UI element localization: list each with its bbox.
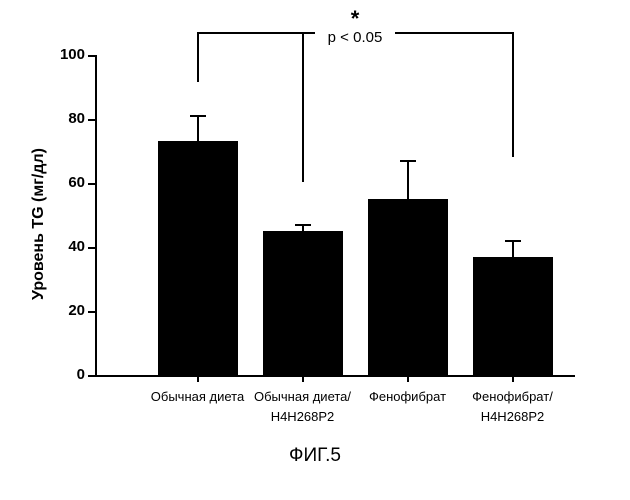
sig-bracket-v-right	[512, 32, 514, 157]
y-tick-label: 20	[47, 302, 85, 319]
y-tick-label: 0	[47, 366, 85, 383]
y-tick-label: 80	[47, 110, 85, 127]
x-tick	[512, 375, 514, 382]
y-tick	[88, 183, 95, 185]
x-label-line2: H4H268P2	[453, 409, 573, 425]
y-axis	[95, 55, 97, 375]
sig-bracket-v-left	[197, 32, 199, 82]
error-bar	[407, 161, 409, 199]
error-cap	[400, 160, 416, 162]
y-tick	[88, 247, 95, 249]
x-label-line1: Фенофибрат	[348, 389, 468, 405]
x-label-line1: Обычная диета	[138, 389, 258, 405]
error-cap	[505, 240, 521, 242]
y-axis-label: Уровень TG (мг/дл)	[30, 148, 48, 300]
error-cap	[295, 224, 311, 226]
y-tick-label: 60	[47, 174, 85, 191]
bar	[158, 141, 238, 375]
x-tick	[407, 375, 409, 382]
figure-caption: ФИГ.5	[0, 445, 630, 467]
x-tick	[197, 375, 199, 382]
bar	[473, 257, 553, 375]
error-bar	[197, 116, 199, 142]
x-label-line2: H4H268P2	[243, 409, 363, 425]
x-axis	[95, 375, 575, 377]
sig-bracket-v-mid	[302, 32, 304, 182]
y-tick-label: 100	[47, 46, 85, 63]
bar	[368, 199, 448, 375]
x-tick	[302, 375, 304, 382]
y-tick	[88, 119, 95, 121]
sig-p-text: p < 0.05	[315, 29, 395, 46]
error-bar	[512, 241, 514, 257]
y-tick-label: 40	[47, 238, 85, 255]
y-tick	[88, 55, 95, 57]
error-cap	[190, 115, 206, 117]
y-tick	[88, 311, 95, 313]
x-label-line1: Фенофибрат/	[453, 389, 573, 405]
y-tick	[88, 375, 95, 377]
x-label-line1: Обычная диета/	[243, 389, 363, 405]
figure: ФИГ.5 0 20 40 60 80 100 Уровень TG (мг/дл) Обыч…	[0, 0, 630, 500]
bar	[263, 231, 343, 375]
